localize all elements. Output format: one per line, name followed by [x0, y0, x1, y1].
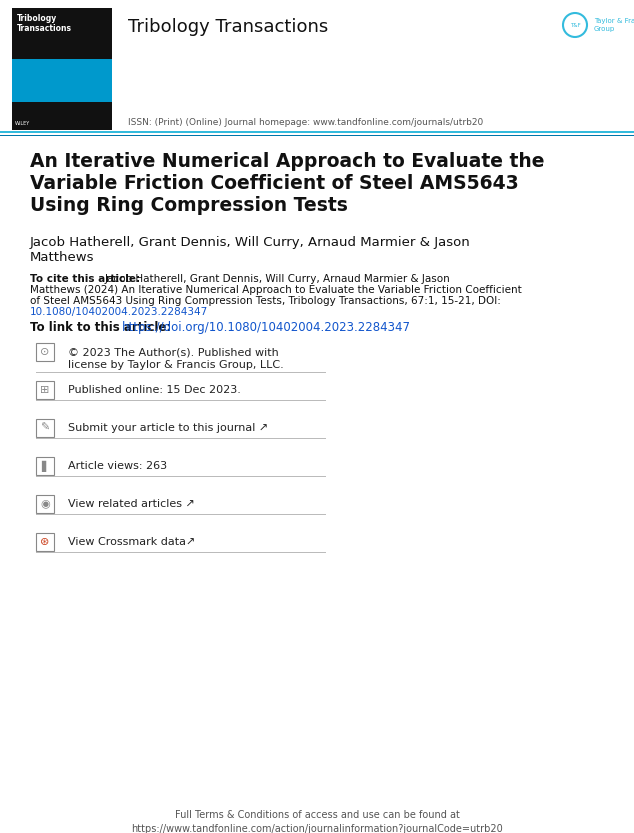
Bar [12, 59, 112, 102]
Bar [36, 381, 54, 399]
Text: T&F: T&F [569, 22, 580, 27]
Text: of Steel AMS5643 Using Ring Compression Tests, Tribology Transactions, 67:1, 15-: of Steel AMS5643 Using Ring Compression … [30, 296, 501, 306]
Text: ⊞: ⊞ [41, 385, 49, 395]
Text: Tribology
Transactions: Tribology Transactions [17, 14, 72, 33]
Bar [0, 131, 634, 133]
Text: To cite this article:: To cite this article: [30, 274, 140, 284]
Text: ⊙: ⊙ [41, 347, 49, 357]
Text: Jacob Hatherell, Grant Dennis, Will Curry, Arnaud Marmier & Jason: Jacob Hatherell, Grant Dennis, Will Curr… [105, 274, 451, 284]
Bar [12, 102, 112, 130]
Text: https://doi.org/10.1080/10402004.2023.2284347: https://doi.org/10.1080/10402004.2023.22… [122, 321, 411, 334]
Text: ◉: ◉ [40, 499, 50, 509]
Text: ISSN: (Print) (Online) Journal homepage: www.tandfonline.com/journals/utrb20: ISSN: (Print) (Online) Journal homepage:… [128, 118, 483, 127]
Text: Submit your article to this journal ↗: Submit your article to this journal ↗ [68, 423, 268, 433]
Text: WILEY: WILEY [15, 121, 30, 126]
Text: Using Ring Compression Tests: Using Ring Compression Tests [30, 196, 348, 215]
Text: Article views: 263: Article views: 263 [68, 461, 167, 471]
Bar [36, 533, 54, 551]
Text: View Crossmark data↗: View Crossmark data↗ [68, 537, 195, 547]
Text: Taylor & Francis
Group: Taylor & Francis Group [594, 18, 634, 32]
Text: Matthews: Matthews [30, 251, 94, 264]
Bar [36, 343, 54, 361]
Bar [36, 419, 54, 437]
Text: Tribology Transactions: Tribology Transactions [128, 18, 328, 36]
Text: © 2023 The Author(s). Published with
license by Taylor & Francis Group, LLC.: © 2023 The Author(s). Published with lic… [68, 347, 284, 370]
Text: Published online: 15 Dec 2023.: Published online: 15 Dec 2023. [68, 385, 241, 395]
Text: Full Terms & Conditions of access and use can be found at
https://www.tandfonlin: Full Terms & Conditions of access and us… [131, 810, 503, 833]
Text: Variable Friction Coefficient of Steel AMS5643: Variable Friction Coefficient of Steel A… [30, 174, 519, 193]
Text: Matthews (2024) An Iterative Numerical Approach to Evaluate the Variable Frictio: Matthews (2024) An Iterative Numerical A… [30, 285, 522, 295]
Bar [36, 457, 54, 475]
Text: View related articles ↗: View related articles ↗ [68, 499, 195, 509]
Bar [36, 495, 54, 513]
Text: To link to this article:: To link to this article: [30, 321, 171, 334]
Bar [0, 134, 634, 136]
Text: Jacob Hatherell, Grant Dennis, Will Curry, Arnaud Marmier & Jason: Jacob Hatherell, Grant Dennis, Will Curr… [30, 236, 471, 249]
Text: An Iterative Numerical Approach to Evaluate the: An Iterative Numerical Approach to Evalu… [30, 152, 545, 171]
Text: ⊛: ⊛ [41, 537, 49, 547]
Text: ✎: ✎ [41, 423, 49, 433]
Text: ▌: ▌ [41, 461, 49, 471]
Text: 10.1080/10402004.2023.2284347: 10.1080/10402004.2023.2284347 [30, 307, 208, 317]
Bar [12, 8, 112, 59]
